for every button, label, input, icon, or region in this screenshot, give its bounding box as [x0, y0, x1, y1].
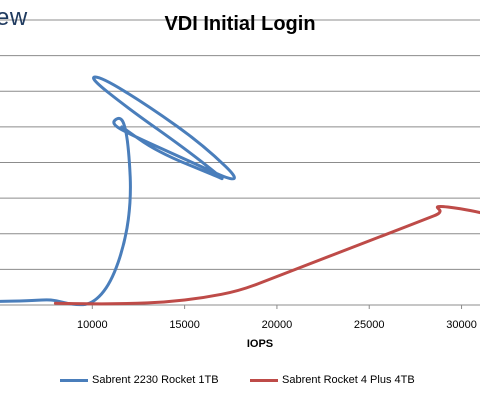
x-tick-label: 25000 — [354, 319, 385, 331]
legend-swatch-red — [250, 378, 278, 382]
x-tick-label: 30000 — [446, 319, 477, 331]
series-line-2 — [53, 204, 480, 306]
x-tick-label: 10000 — [77, 319, 108, 331]
legend-item-series-2: Sabrent Rocket 4 Plus 4TB — [250, 374, 415, 386]
legend-swatch-blue — [60, 378, 88, 382]
chart-title: VDI Initial Login — [164, 13, 316, 35]
x-tick-label: 20000 — [262, 319, 293, 331]
series-line-1 — [0, 75, 236, 307]
legend-label: Sabrent Rocket 4 Plus 4TB — [282, 374, 415, 386]
legend-item-series-1: Sabrent 2230 Rocket 1TB — [60, 374, 219, 386]
x-tick-labels: 10000 15000 20000 25000 30000 — [77, 305, 477, 331]
legend-label: Sabrent 2230 Rocket 1TB — [92, 374, 219, 386]
brand-logo-text: ew — [0, 4, 28, 31]
gridlines — [0, 19, 480, 306]
x-axis-label: IOPS — [246, 338, 274, 350]
x-tick-label: 15000 — [169, 319, 200, 331]
series-lines — [0, 75, 480, 307]
